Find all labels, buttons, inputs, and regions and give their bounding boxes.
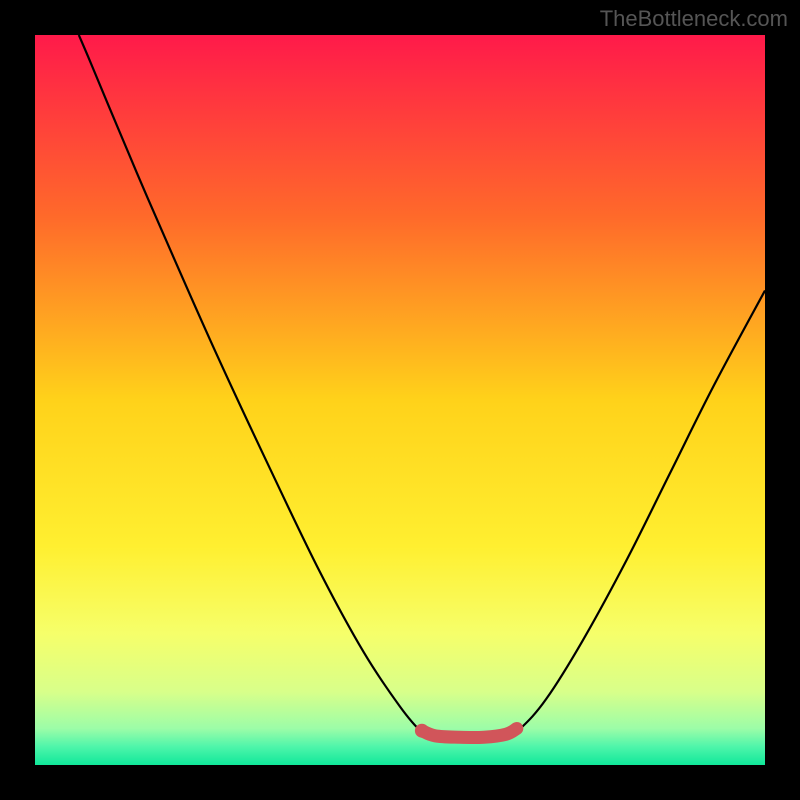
chart-frame: TheBottleneck.com — [0, 0, 800, 800]
plot-area — [35, 35, 765, 765]
gradient-background — [35, 35, 765, 765]
chart-svg — [35, 35, 765, 765]
highlight-dot — [415, 724, 429, 738]
watermark-text: TheBottleneck.com — [600, 6, 788, 32]
